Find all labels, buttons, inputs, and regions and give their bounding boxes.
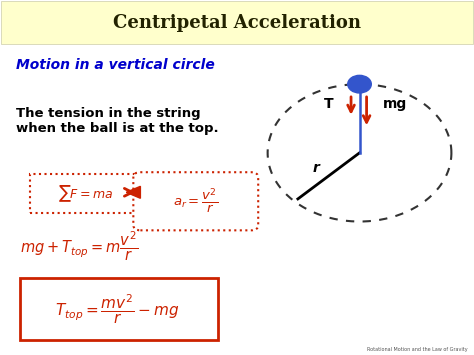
Text: $T_{top} = \dfrac{mv^2}{r} - mg$: $T_{top} = \dfrac{mv^2}{r} - mg$ — [55, 292, 179, 326]
Text: Motion in a vertical circle: Motion in a vertical circle — [16, 58, 214, 72]
Text: Rotational Motion and the Law of Gravity: Rotational Motion and the Law of Gravity — [367, 347, 468, 352]
Text: r: r — [313, 161, 319, 175]
FancyBboxPatch shape — [20, 278, 218, 339]
Text: $a_r = \dfrac{v^2}{r}$: $a_r = \dfrac{v^2}{r}$ — [173, 187, 219, 215]
Text: T: T — [324, 97, 334, 110]
Text: mg: mg — [383, 97, 407, 110]
FancyBboxPatch shape — [133, 172, 258, 230]
FancyBboxPatch shape — [30, 174, 143, 213]
Text: The tension in the string
when the ball is at the top.: The tension in the string when the ball … — [16, 107, 218, 135]
Text: Centripetal Acceleration: Centripetal Acceleration — [113, 13, 361, 32]
Text: $mg + T_{top} = m\dfrac{v^2}{r}$: $mg + T_{top} = m\dfrac{v^2}{r}$ — [20, 230, 138, 263]
Text: $\sum F = ma$: $\sum F = ma$ — [58, 183, 114, 204]
Polygon shape — [126, 186, 140, 198]
FancyBboxPatch shape — [1, 1, 473, 44]
Circle shape — [348, 75, 371, 93]
